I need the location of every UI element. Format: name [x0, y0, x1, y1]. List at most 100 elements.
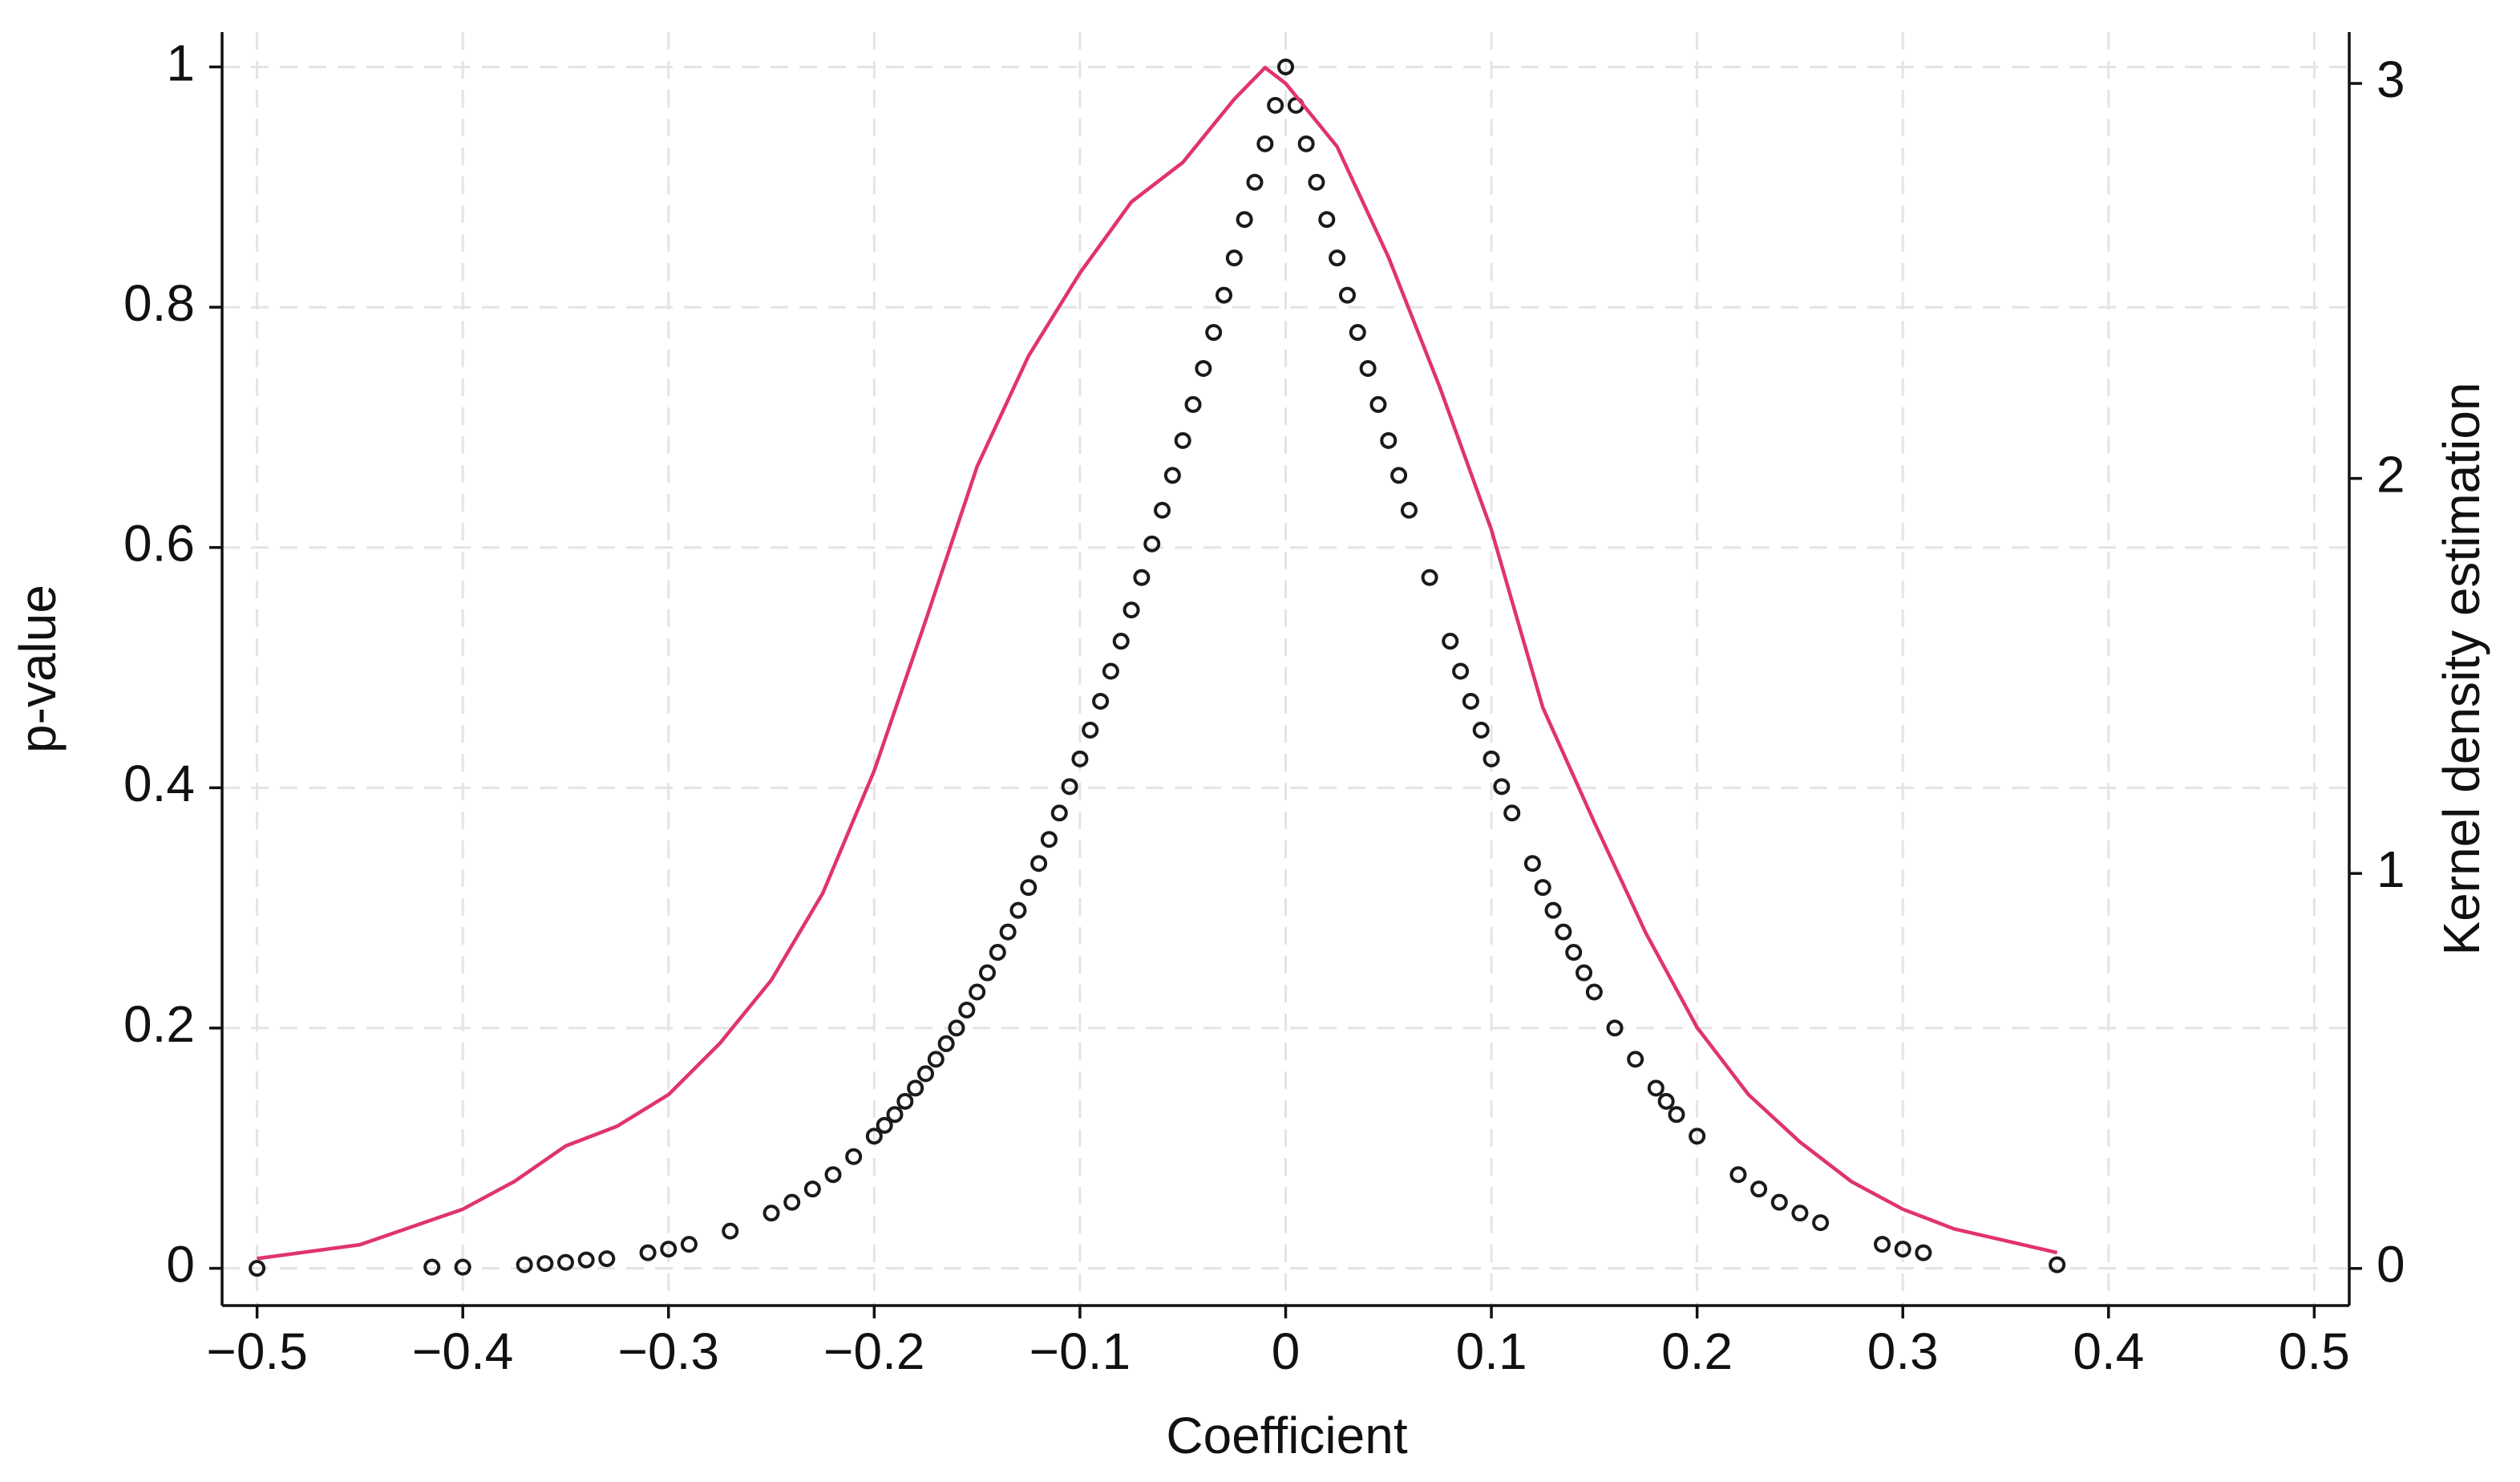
- scatter-point: [1493, 778, 1511, 796]
- scatter-point: [1143, 535, 1161, 553]
- scatter-point: [1102, 662, 1119, 680]
- y-tick-label: 0.2: [123, 995, 195, 1053]
- scatter-point: [1205, 324, 1223, 342]
- y-tick-label: 0: [166, 1235, 195, 1293]
- scatter-point: [1750, 1180, 1768, 1198]
- scatter-point: [876, 1116, 893, 1134]
- scatter-point: [516, 1256, 533, 1273]
- scatter-point: [454, 1258, 471, 1276]
- scatter-point: [1523, 855, 1541, 873]
- x-tick-label: 0.4: [2073, 1322, 2144, 1380]
- scatter-point: [1318, 211, 1336, 229]
- scatter-point: [1154, 501, 1171, 519]
- scatter-point: [1030, 855, 1048, 873]
- scatter-point: [1359, 359, 1377, 377]
- scatter-point: [1770, 1193, 1788, 1211]
- scatter-point: [1297, 135, 1315, 152]
- y-tick-label: 1: [166, 34, 195, 91]
- scatter-point: [1020, 879, 1038, 897]
- scatter-point: [958, 1001, 976, 1018]
- scatter-point: [803, 1180, 821, 1198]
- scatter-point: [722, 1222, 739, 1240]
- x-tick-label: 0.2: [1661, 1322, 1733, 1380]
- scatter-point: [824, 1166, 842, 1184]
- scatter-point: [1122, 601, 1140, 619]
- scatter-point: [1256, 135, 1274, 152]
- y2-tick-label: 1: [2376, 840, 2405, 898]
- scatter-point: [948, 1019, 965, 1037]
- scatter-point: [1277, 58, 1294, 75]
- scatter-point: [1061, 778, 1078, 796]
- scatter-point: [1050, 804, 1068, 822]
- scatter-point: [1184, 395, 1202, 413]
- x-tick-label: 0: [1272, 1322, 1300, 1380]
- x-tick-label: −0.1: [1029, 1322, 1131, 1380]
- scatter-point: [1092, 692, 1110, 710]
- scatter-point: [1349, 324, 1366, 342]
- scatter-point: [1369, 395, 1387, 413]
- scatter-point: [577, 1251, 595, 1269]
- scatter-point: [978, 964, 996, 982]
- scatter-point: [1585, 983, 1603, 1001]
- scatter-point: [680, 1236, 698, 1253]
- scatter-point: [1071, 750, 1089, 767]
- scatter-point: [1112, 633, 1130, 650]
- scatter-point: [1565, 944, 1583, 962]
- scatter-point: [907, 1079, 924, 1097]
- scatter-point: [1308, 173, 1325, 191]
- scatter-point: [1874, 1236, 1891, 1253]
- scatter-point: [1400, 501, 1418, 519]
- scatter-point: [1606, 1019, 1624, 1037]
- scatter-point: [1442, 633, 1459, 650]
- scatter-point: [1462, 692, 1479, 710]
- y2-tick-label: 2: [2376, 445, 2405, 503]
- y2-tick-label: 3: [2376, 51, 2405, 108]
- scatter-point: [536, 1255, 554, 1273]
- scatter-point: [1338, 286, 1356, 304]
- scatter-point: [1329, 249, 1346, 267]
- scatter-point: [1082, 721, 1099, 739]
- scatter-point: [1668, 1106, 1685, 1124]
- scatter-point: [1390, 467, 1408, 484]
- scatter-point: [1534, 879, 1551, 897]
- scatter-point: [1163, 467, 1181, 484]
- scatter-point: [1267, 96, 1284, 114]
- scatter-point: [1216, 286, 1233, 304]
- scatter-point: [1195, 359, 1212, 377]
- scatter-point: [556, 1253, 574, 1271]
- scatter-point: [1174, 431, 1191, 449]
- scatter-point: [1689, 1128, 1706, 1145]
- y-tick-label: 0.4: [123, 755, 195, 812]
- scatter-point: [1647, 1079, 1664, 1097]
- scatter-point: [916, 1065, 934, 1083]
- y-axis-label: p-value: [9, 585, 67, 753]
- scatter-point: [762, 1205, 780, 1222]
- scatter-point: [989, 944, 1006, 962]
- scatter-point: [598, 1250, 616, 1268]
- x-tick-label: 0.5: [2279, 1322, 2350, 1380]
- x-tick-label: −0.2: [823, 1322, 924, 1380]
- x-tick-label: −0.3: [618, 1322, 719, 1380]
- scatter-point: [927, 1051, 944, 1068]
- scatter-point: [1576, 964, 1593, 982]
- scatter-point: [1812, 1214, 1830, 1232]
- x-tick-label: 0.1: [1456, 1322, 1527, 1380]
- scatter-point: [423, 1258, 441, 1276]
- scatter-point: [639, 1244, 657, 1261]
- scatter-point: [1503, 804, 1521, 822]
- scatter-point: [1040, 831, 1058, 848]
- scatter-point: [1544, 901, 1562, 919]
- x-axis-label: Coefficient: [1166, 1407, 1407, 1464]
- density-line: [257, 66, 2058, 1261]
- scatter-point: [1246, 173, 1264, 191]
- scatter-point: [1133, 569, 1151, 586]
- scatter-point: [1009, 901, 1027, 919]
- scatter-point: [660, 1241, 678, 1258]
- scatter-point: [1791, 1205, 1809, 1222]
- y-tick-label: 0.6: [123, 515, 195, 573]
- scatter-point: [1894, 1241, 1911, 1258]
- scatter-point: [1236, 211, 1253, 229]
- y2-axis-label: Kernel density estimation: [2433, 382, 2490, 955]
- scatter-point: [1555, 923, 1572, 941]
